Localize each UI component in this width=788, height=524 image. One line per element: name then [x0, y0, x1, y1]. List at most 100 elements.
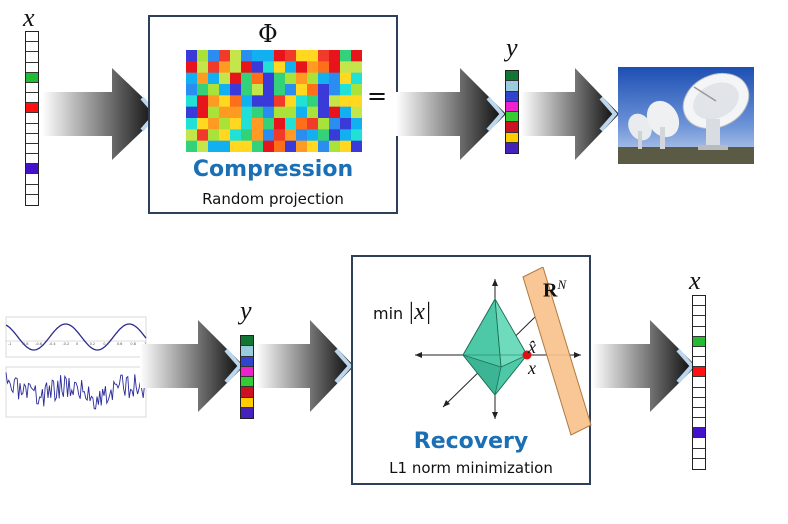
matrix-cell	[274, 140, 286, 152]
matrix-cell	[197, 106, 209, 119]
matrix-cell	[186, 84, 198, 96]
vector-cell	[26, 123, 38, 134]
matrix-cell	[285, 95, 297, 108]
matrix-cell	[241, 84, 253, 96]
matrix-cell	[186, 61, 198, 74]
matrix-cell	[274, 118, 286, 130]
matrix-cell	[318, 106, 330, 119]
matrix-cell	[340, 95, 352, 108]
matrix-cell	[307, 50, 319, 62]
matrix-cell	[230, 50, 242, 62]
matrix-cell	[186, 72, 198, 85]
matrix-cell	[197, 118, 209, 130]
tick-label: 0.4	[103, 342, 109, 346]
matrix-cell	[263, 72, 275, 85]
matrix-cell	[351, 84, 362, 96]
equals-symbol: =	[367, 82, 388, 110]
signal-plot: -1-0.8-0.6-0.4-0.200.20.40.60.81	[3, 315, 148, 423]
vector-cell	[506, 122, 518, 133]
matrix-cell	[318, 72, 330, 85]
matrix-cell	[219, 140, 231, 152]
vector-cell	[506, 81, 518, 92]
matrix-cell	[285, 84, 297, 96]
matrix-cell	[307, 106, 319, 119]
matrix-cell	[219, 106, 231, 119]
matrix-cell	[351, 129, 362, 142]
matrix-cell	[329, 95, 341, 108]
measurement-vector-top	[505, 70, 519, 154]
matrix-cell	[274, 129, 286, 142]
matrix-cell	[329, 129, 341, 142]
matrix-cell	[230, 84, 242, 96]
matrix-cell	[296, 140, 308, 152]
matrix-cell	[230, 106, 242, 119]
vector-cell	[693, 428, 705, 439]
vector-cell	[241, 346, 253, 357]
tick-label: -0.4	[49, 342, 57, 346]
matrix-cell	[351, 61, 362, 74]
vector-cell	[506, 112, 518, 123]
matrix-cell	[285, 72, 297, 85]
arrow-right-1	[42, 68, 160, 160]
matrix-cell	[307, 129, 319, 142]
matrix-cell	[252, 129, 264, 142]
norm-x: |x|	[407, 299, 432, 325]
matrix-cell	[329, 118, 341, 130]
matrix-cell	[329, 72, 341, 85]
matrix-cell	[351, 140, 362, 152]
matrix-cell	[340, 61, 352, 74]
matrix-cell	[307, 140, 319, 152]
vector-cell	[26, 113, 38, 124]
matrix-cell	[219, 129, 231, 142]
tick-label: 0.2	[90, 342, 96, 346]
tick-label: 0.8	[130, 342, 136, 346]
vector-cell	[693, 448, 705, 459]
vector-cell	[693, 346, 705, 358]
matrix-cell	[329, 50, 341, 62]
compression-subtitle: Random projection	[202, 190, 344, 208]
phi-label: Φ	[258, 20, 278, 48]
vector-cell	[26, 62, 38, 73]
matrix-cell	[285, 106, 297, 119]
rn-base: R	[543, 279, 558, 302]
vector-cell	[26, 133, 38, 144]
matrix-cell	[340, 84, 352, 96]
matrix-cell	[263, 50, 275, 62]
vector-cell	[693, 438, 705, 449]
matrix-cell	[208, 72, 220, 85]
matrix-cell	[208, 140, 220, 152]
matrix-cell	[296, 50, 308, 62]
matrix-cell	[285, 50, 297, 62]
l1-geometry-diagram	[415, 267, 592, 436]
vector-cell	[693, 377, 705, 388]
matrix-cell	[340, 140, 352, 152]
radio-telescope-image	[618, 67, 754, 164]
matrix-cell	[252, 140, 264, 152]
vector-cell	[241, 336, 253, 347]
matrix-cell	[263, 129, 275, 142]
tick-label: 0.6	[117, 342, 123, 346]
matrix-cell	[263, 140, 275, 152]
matrix-cell	[351, 50, 362, 62]
matrix-cell	[329, 106, 341, 119]
matrix-cell	[296, 84, 308, 96]
vector-cell	[693, 306, 705, 317]
matrix-cell	[252, 118, 264, 130]
random-matrix	[186, 50, 362, 152]
matrix-cell	[296, 129, 308, 142]
matrix-cell	[197, 61, 209, 74]
vector-cell	[693, 296, 705, 307]
rn-label: RN	[543, 277, 566, 303]
matrix-cell	[307, 61, 319, 74]
matrix-cell	[241, 61, 253, 74]
matrix-cell	[197, 72, 209, 85]
min-text: min	[373, 304, 404, 323]
matrix-cell	[197, 84, 209, 96]
matrix-cell	[241, 50, 253, 62]
matrix-cell	[252, 50, 264, 62]
vector-cell	[241, 407, 253, 418]
matrix-cell	[252, 106, 264, 119]
matrix-cell	[263, 118, 275, 130]
vector-cell	[26, 184, 38, 195]
matrix-cell	[263, 95, 275, 108]
